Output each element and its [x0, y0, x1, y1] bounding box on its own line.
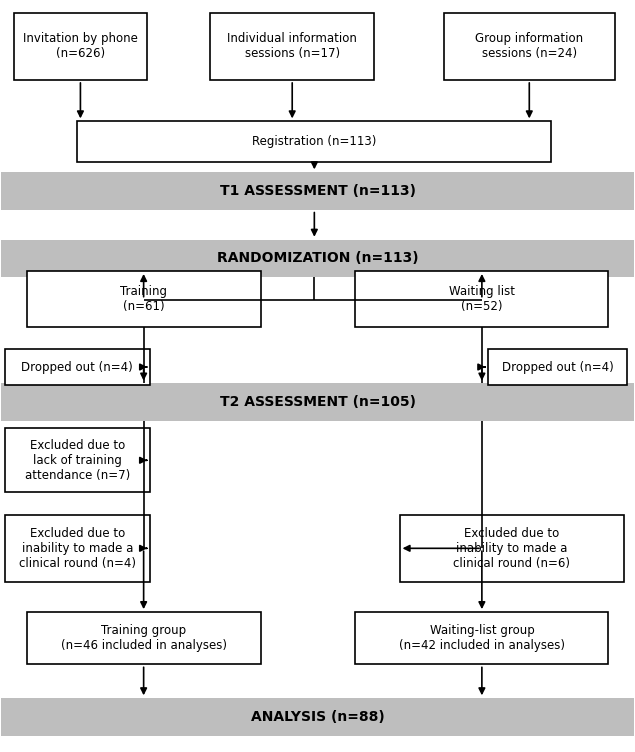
Bar: [4, 514, 150, 582]
Text: Waiting list
(n=52): Waiting list (n=52): [449, 285, 515, 313]
Bar: [1, 698, 634, 735]
Text: Excluded due to
inability to made a
clinical round (n=6): Excluded due to inability to made a clin…: [453, 527, 570, 570]
Text: Training group
(n=46 included in analyses): Training group (n=46 included in analyse…: [60, 624, 227, 652]
Bar: [210, 13, 375, 80]
Text: Invitation by phone
(n=626): Invitation by phone (n=626): [23, 32, 138, 60]
Bar: [27, 271, 260, 327]
Bar: [356, 271, 608, 327]
Bar: [1, 384, 634, 421]
Text: T2 ASSESSMENT (n=105): T2 ASSESSMENT (n=105): [220, 396, 415, 409]
Bar: [356, 612, 608, 665]
Text: Registration (n=113): Registration (n=113): [252, 135, 377, 148]
Text: Excluded due to
inability to made a
clinical round (n=4): Excluded due to inability to made a clin…: [19, 527, 136, 570]
Bar: [27, 612, 260, 665]
Text: T1 ASSESSMENT (n=113): T1 ASSESSMENT (n=113): [220, 184, 415, 198]
Text: Training
(n=61): Training (n=61): [120, 285, 167, 313]
Text: Waiting-list group
(n=42 included in analyses): Waiting-list group (n=42 included in ana…: [399, 624, 565, 652]
Bar: [77, 121, 551, 162]
Bar: [1, 172, 634, 210]
Bar: [1, 240, 634, 277]
Bar: [4, 349, 150, 385]
Text: Excluded due to
lack of training
attendance (n=7): Excluded due to lack of training attenda…: [25, 438, 130, 482]
Text: RANDOMIZATION (n=113): RANDOMIZATION (n=113): [217, 251, 418, 265]
Bar: [444, 13, 615, 80]
Bar: [14, 13, 147, 80]
Text: ANALYSIS (n=88): ANALYSIS (n=88): [251, 710, 384, 724]
Text: Group information
sessions (n=24): Group information sessions (n=24): [475, 32, 584, 60]
Text: Dropped out (n=4): Dropped out (n=4): [22, 360, 133, 374]
Text: Individual information
sessions (n=17): Individual information sessions (n=17): [227, 32, 357, 60]
Text: Dropped out (n=4): Dropped out (n=4): [502, 360, 613, 374]
Bar: [4, 429, 150, 492]
Bar: [399, 514, 624, 582]
Bar: [488, 349, 627, 385]
